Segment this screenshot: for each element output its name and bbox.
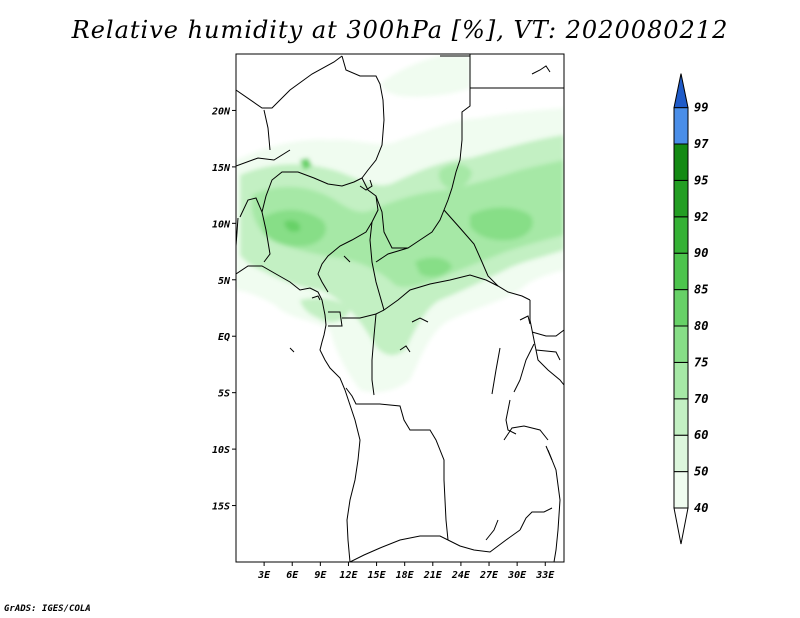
- colorbar-segment: [673, 216, 689, 254]
- lon-tick-label: 15E: [368, 570, 387, 581]
- humidity-area-70: [252, 160, 564, 288]
- lat-tick-label: 15N: [212, 163, 231, 174]
- colorbar-segment: [673, 361, 689, 400]
- humidity-field: [236, 56, 564, 393]
- colorbar: 40 50 60 70 75 80 85 90 92 95 97 99: [673, 73, 709, 545]
- humidity-area-75: [470, 207, 533, 241]
- humidity-area-75: [415, 257, 452, 277]
- colorbar-label: 99: [694, 101, 708, 115]
- colorbar-segment: [673, 107, 689, 145]
- lat-tick-label: 5N: [218, 276, 231, 287]
- colorbar-segment: [673, 471, 689, 509]
- lon-tick-label: 12E: [339, 570, 358, 581]
- colorbar-bottom-arrow: [673, 507, 689, 545]
- lon-tick-label: 6E: [286, 570, 299, 581]
- map-frame: [235, 53, 565, 563]
- colorbar-segment: [673, 398, 689, 436]
- lon-tick-label: 3E: [257, 570, 271, 581]
- colorbar-label: 95: [694, 173, 708, 187]
- lon-tick-label: 9E: [314, 570, 327, 581]
- colorbar-label: 60: [694, 428, 708, 442]
- lat-tick-label: 5S: [218, 389, 230, 400]
- lat-tick-label: 10N: [212, 219, 231, 230]
- lat-tick-label: 20N: [211, 106, 231, 117]
- grads-credit: GrADS: IGES/COLA: [4, 604, 91, 614]
- colorbar-segment: [673, 179, 689, 218]
- colorbar-label: 70: [694, 392, 708, 406]
- map-title: Relative humidity at 300hPa [%], VT: 202…: [71, 16, 729, 44]
- colorbar-label: 97: [694, 137, 709, 151]
- lon-tick-label: 30E: [507, 570, 527, 581]
- humidity-area-60: [300, 298, 350, 323]
- longitude-axis: 3E 6E 9E 12E 15E 18E 21E 24E 27E 30E 33E: [257, 562, 555, 581]
- lon-tick-label: 18E: [396, 570, 415, 581]
- colorbar-segment: [673, 289, 689, 327]
- colorbar-label: 85: [694, 283, 708, 297]
- humidity-area-80: [300, 158, 312, 170]
- lat-tick-label: 10S: [212, 445, 230, 456]
- country-borders: [236, 54, 564, 562]
- colorbar-segment: [673, 252, 689, 291]
- lon-tick-label: 24E: [451, 570, 471, 581]
- latitude-axis: 20N 15N 10N 5N EQ 5S 10S 15S: [211, 106, 236, 513]
- colorbar-top-arrow: [673, 73, 689, 109]
- colorbar-label: 80: [694, 319, 708, 333]
- lon-tick-label: 33E: [535, 570, 555, 581]
- lon-tick-label: 27E: [479, 570, 499, 581]
- colorbar-label: 90: [694, 246, 708, 260]
- lon-tick-label: 21E: [423, 570, 443, 581]
- colorbar-segment: [673, 325, 689, 363]
- colorbar-segment: [673, 143, 689, 181]
- lat-tick-label: EQ: [218, 332, 230, 343]
- colorbar-label: 75: [694, 355, 708, 369]
- colorbar-label: 92: [694, 210, 708, 224]
- humidity-area-80: [284, 220, 301, 232]
- colorbar-label: 50: [694, 465, 708, 479]
- lat-tick-label: 15S: [212, 502, 230, 513]
- colorbar-segment: [673, 434, 689, 473]
- humidity-area-40: [380, 56, 470, 97]
- colorbar-label: 40: [694, 501, 708, 515]
